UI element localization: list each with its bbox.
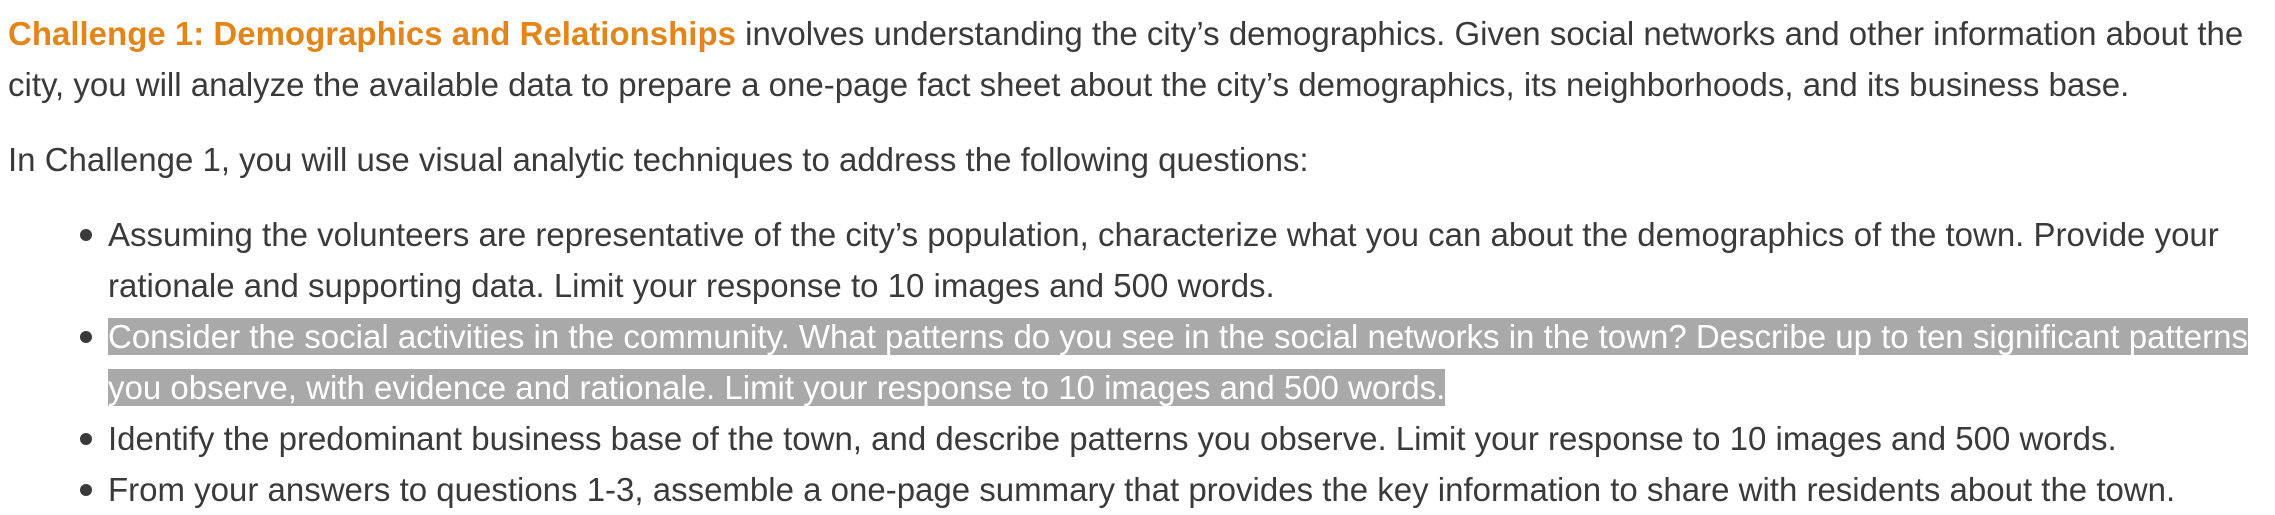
list-item: From your answers to questions 1-3, asse… xyxy=(80,464,2265,515)
lead-paragraph: In Challenge 1, you will use visual anal… xyxy=(8,141,1309,178)
bullet-icon xyxy=(80,484,92,496)
question-text[interactable]: Identify the predominant business base o… xyxy=(108,420,2117,457)
list-item: Identify the predominant business base o… xyxy=(80,413,2265,464)
question-text-selected[interactable]: Consider the social activities in the co… xyxy=(108,318,2248,406)
intro-body: involves understanding the city’s demogr… xyxy=(8,15,2244,103)
intro-paragraph: Challenge 1: Demographics and Relationsh… xyxy=(8,8,2265,110)
list-item: Assuming the volunteers are representati… xyxy=(80,209,2265,311)
bullet-icon xyxy=(80,331,92,343)
list-item: Consider the social activities in the co… xyxy=(80,311,2265,413)
question-list: Assuming the volunteers are representati… xyxy=(8,209,2265,515)
challenge-title: Challenge 1: Demographics and Relationsh… xyxy=(8,15,736,52)
bullet-icon xyxy=(80,229,92,241)
question-text[interactable]: From your answers to questions 1-3, asse… xyxy=(108,471,2176,508)
bullet-icon xyxy=(80,433,92,445)
question-text[interactable]: Assuming the volunteers are representati… xyxy=(108,216,2219,304)
